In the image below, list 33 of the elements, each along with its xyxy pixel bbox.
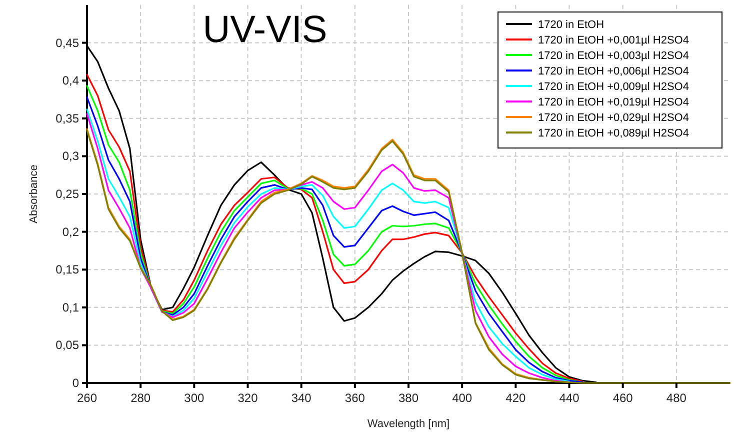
x-tick-label: 480 [666,391,687,405]
legend-label: 1720 in EtOH +0,029µl H2SO4 [538,112,689,124]
y-tick-label: 0,35 [56,111,80,126]
x-tick-label: 420 [506,391,526,405]
legend-label: 1720 in EtOH +0,019µl H2SO4 [538,96,689,108]
legend-label: 1720 in EtOH +0,089µl H2SO4 [538,128,689,140]
y-tick-label: 0,25 [56,187,80,201]
y-tick-label: 0,1 [62,300,80,314]
legend-label: 1720 in EtOH [538,19,604,31]
legend-label: 1720 in EtOH +0,003µl H2SO4 [538,50,689,62]
x-tick-label: 280 [130,391,151,405]
legend-label: 1720 in EtOH +0,006µl H2SO4 [538,66,689,78]
y-tick-label: 0,4 [62,74,80,88]
x-axis-title: Wavelength [nm] [367,418,450,430]
x-tick-label: 440 [559,391,580,405]
y-tick-label: 0,3 [62,149,80,164]
legend-label: 1720 in EtOH +0,009µl H2SO4 [538,81,689,93]
y-tick-label: 0 [72,376,80,390]
legend-label: 1720 in EtOH +0,001µl H2SO4 [538,34,689,46]
x-tick-label: 340 [291,391,312,405]
x-tick-label: 380 [398,391,419,405]
x-tick-label: 320 [238,391,258,405]
chart-title: UV-VIS [202,9,328,51]
y-tick-label: 0,45 [56,36,80,50]
x-tick-label: 260 [76,391,98,405]
y-tick-label: 0,2 [62,224,80,239]
y-tick-label: 0,15 [56,262,80,277]
y-tick-label: 0,05 [56,338,80,352]
x-tick-label: 360 [344,391,366,405]
x-tick-label: 400 [452,391,472,405]
y-axis-title: Absorbance [28,164,40,224]
x-tick-label: 460 [612,391,634,405]
x-tick-label: 300 [184,391,204,405]
